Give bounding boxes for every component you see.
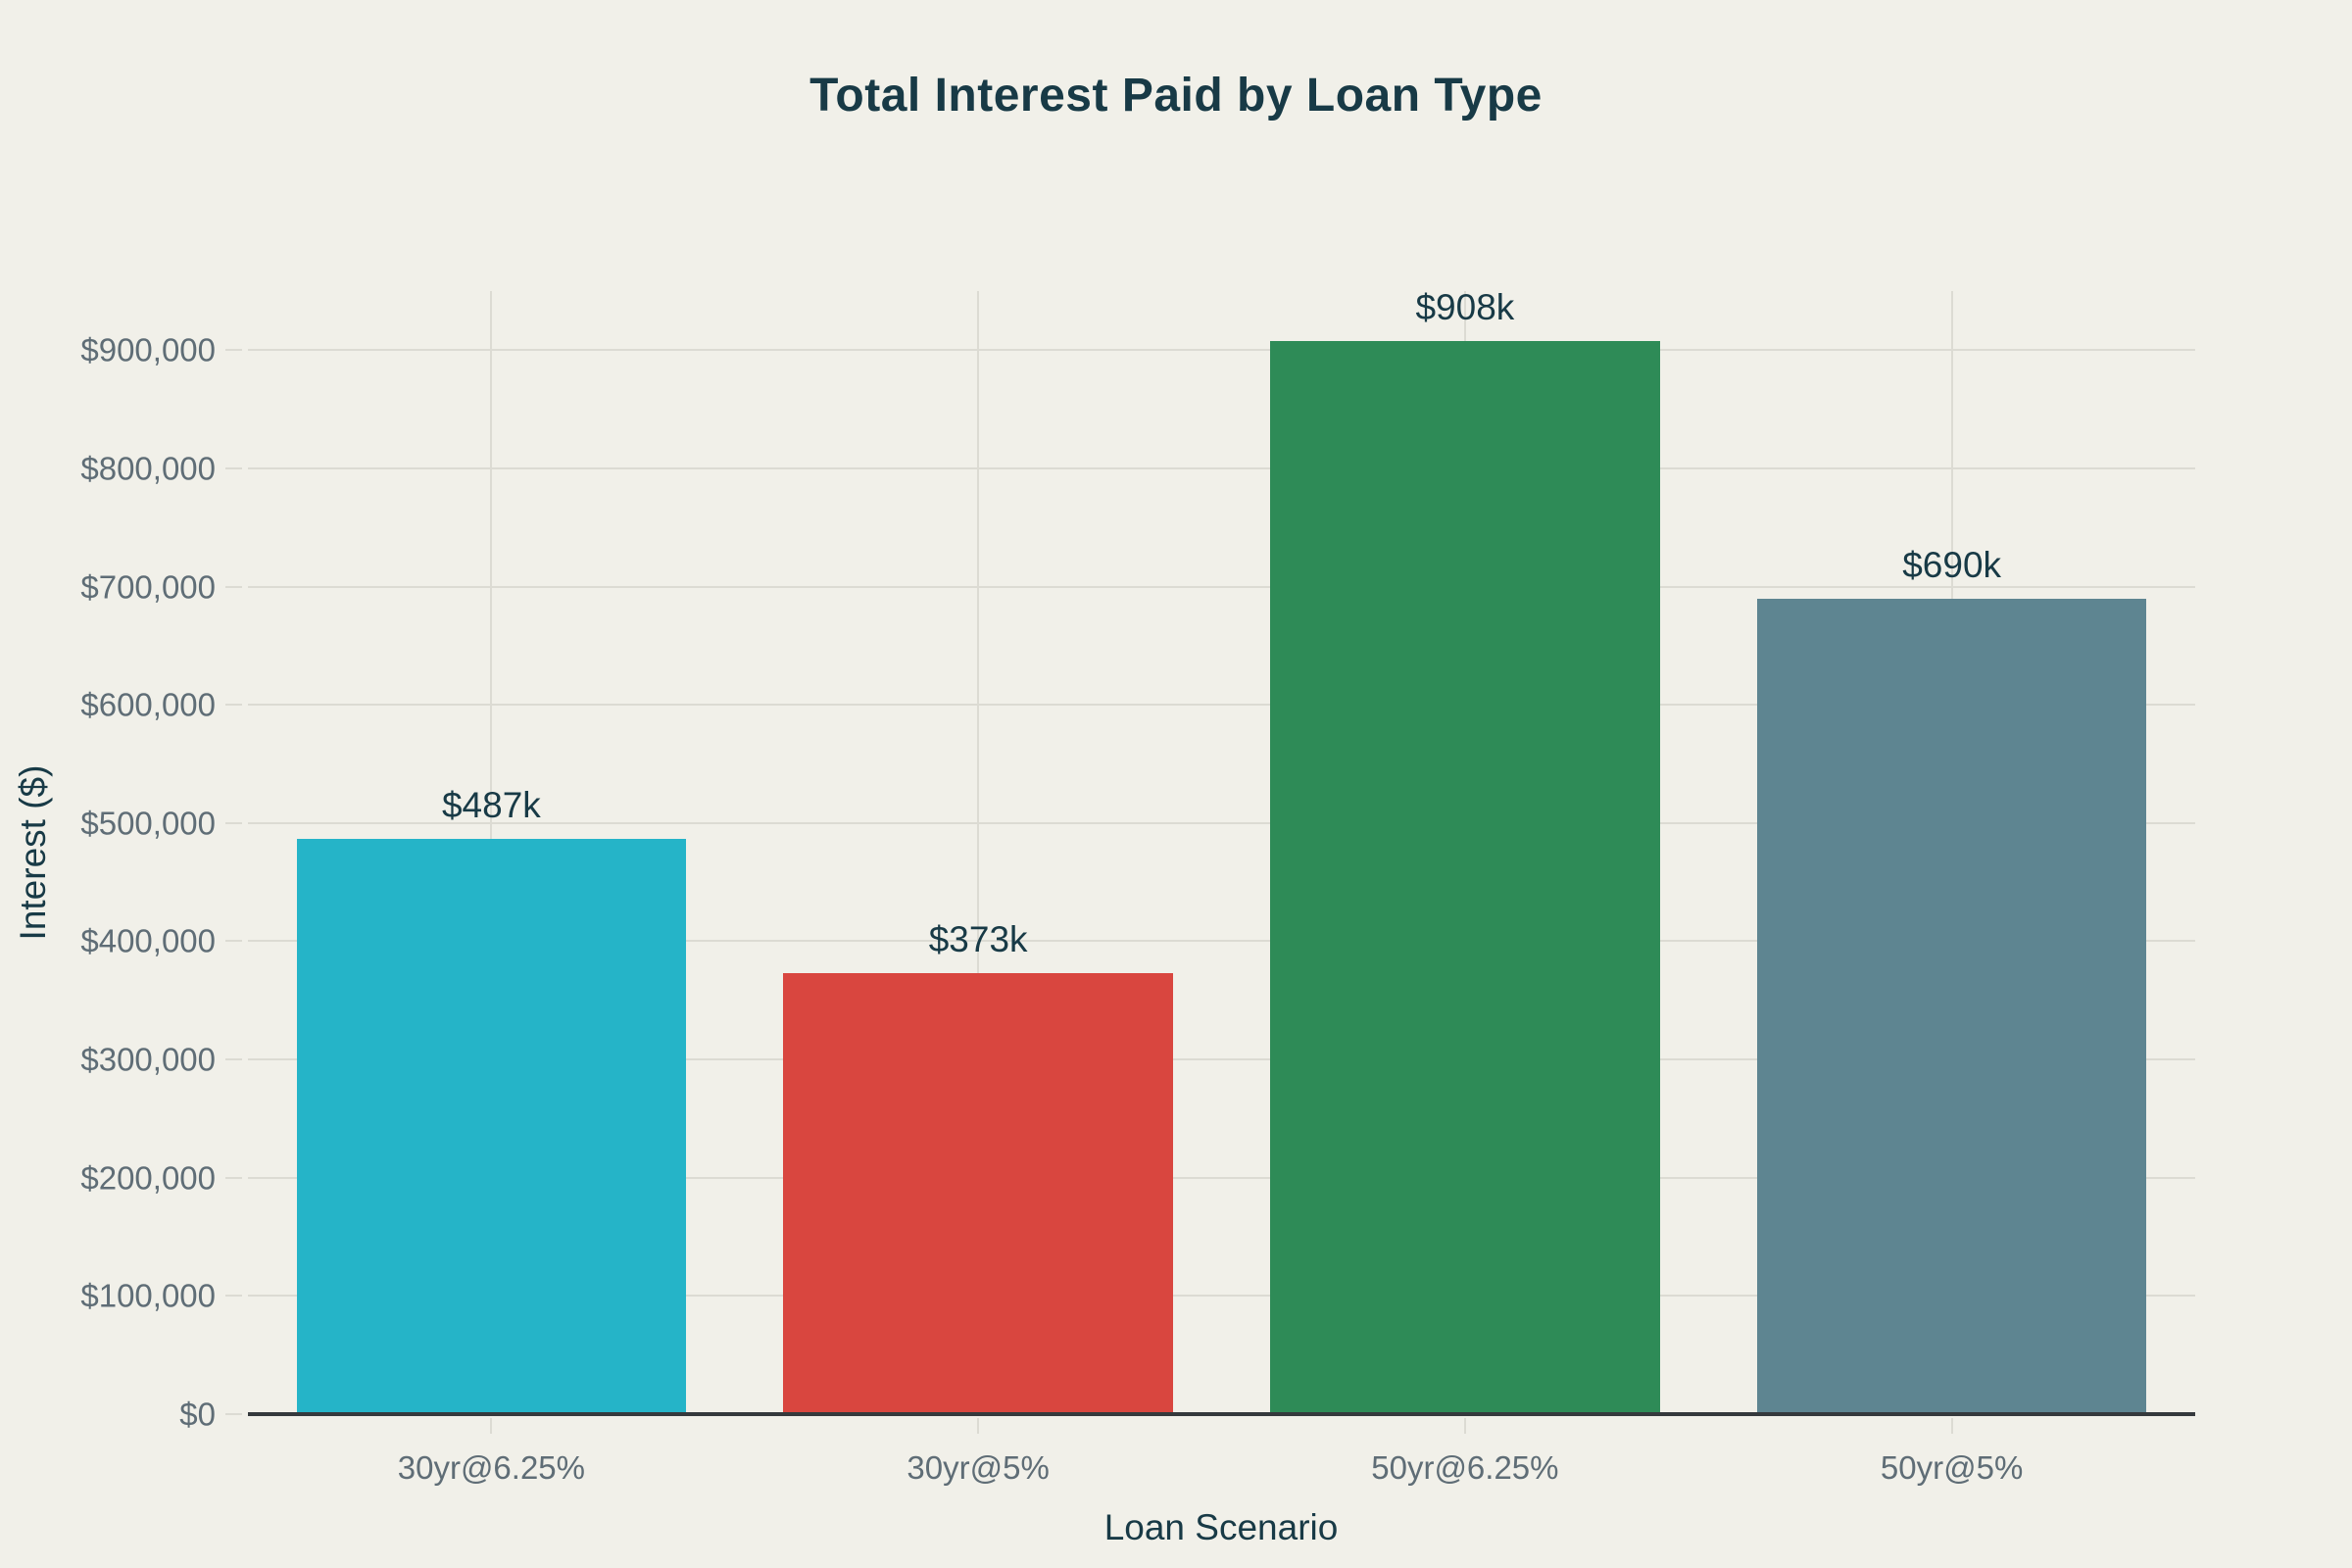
y-tick-mark [225, 1058, 242, 1061]
y-gridline [248, 1058, 2195, 1061]
chart-title: Total Interest Paid by Loan Type [809, 70, 1543, 122]
y-tick-mark [225, 1176, 242, 1179]
y-tick-label: $0 [179, 1396, 216, 1433]
y-axis-title: Interest ($) [13, 764, 53, 941]
y-tick-label: $700,000 [80, 568, 216, 606]
y-tick-mark [225, 1295, 242, 1298]
bar-30yr@5% [783, 973, 1173, 1414]
bar-value-label: $487k [441, 784, 541, 825]
x-tick-mark [490, 1418, 493, 1434]
y-gridline [248, 704, 2195, 707]
bar-50yr@6.25% [1270, 340, 1660, 1414]
bar-50yr@5% [1756, 598, 2147, 1414]
plot-area: $0 $100,000 $200,000 $300,000 $400,000 $500,0… [80, 286, 2195, 1484]
y-tick-mark [225, 940, 242, 943]
x-tick-label: 50yr@5% [1880, 1449, 2024, 1486]
x-axis-line [248, 1412, 2195, 1416]
x-gridline [977, 291, 980, 1414]
x-tick-label: 50yr@6.25% [1371, 1449, 1559, 1486]
y-tick-mark [225, 821, 242, 824]
y-tick-label: $400,000 [80, 922, 216, 959]
x-tick-mark [977, 1418, 980, 1434]
y-tick-label: $200,000 [80, 1159, 216, 1197]
y-gridline [248, 821, 2195, 824]
bar-value-label: $908k [1415, 286, 1515, 327]
x-tick-mark [1950, 1418, 1953, 1434]
y-gridline [248, 940, 2195, 943]
y-tick-label: $500,000 [80, 805, 216, 842]
y-gridline [248, 585, 2195, 588]
y-tick-label: $300,000 [80, 1041, 216, 1078]
bar-30yr@6.25% [296, 838, 687, 1414]
x-tick-label: 30yr@5% [906, 1449, 1050, 1486]
y-tick-mark [225, 1413, 242, 1415]
bar-value-label: $373k [928, 919, 1028, 960]
y-tick-mark [225, 585, 242, 588]
y-tick-label: $100,000 [80, 1277, 216, 1314]
y-tick-label: $600,000 [80, 686, 216, 723]
y-gridline [248, 1176, 2195, 1179]
bar-value-label: $690k [1902, 544, 2002, 585]
y-gridline [248, 1295, 2195, 1298]
y-tick-label: $900,000 [80, 331, 216, 368]
y-tick-mark [225, 349, 242, 352]
x-tick-label: 30yr@6.25% [397, 1449, 586, 1486]
x-tick-mark [1463, 1418, 1466, 1434]
y-tick-label: $800,000 [80, 450, 216, 487]
y-gridline [248, 466, 2195, 469]
x-axis-title: Loan Scenario [1103, 1507, 1339, 1547]
y-tick-mark [225, 704, 242, 707]
y-tick-mark [225, 466, 242, 469]
y-gridline [248, 349, 2195, 352]
